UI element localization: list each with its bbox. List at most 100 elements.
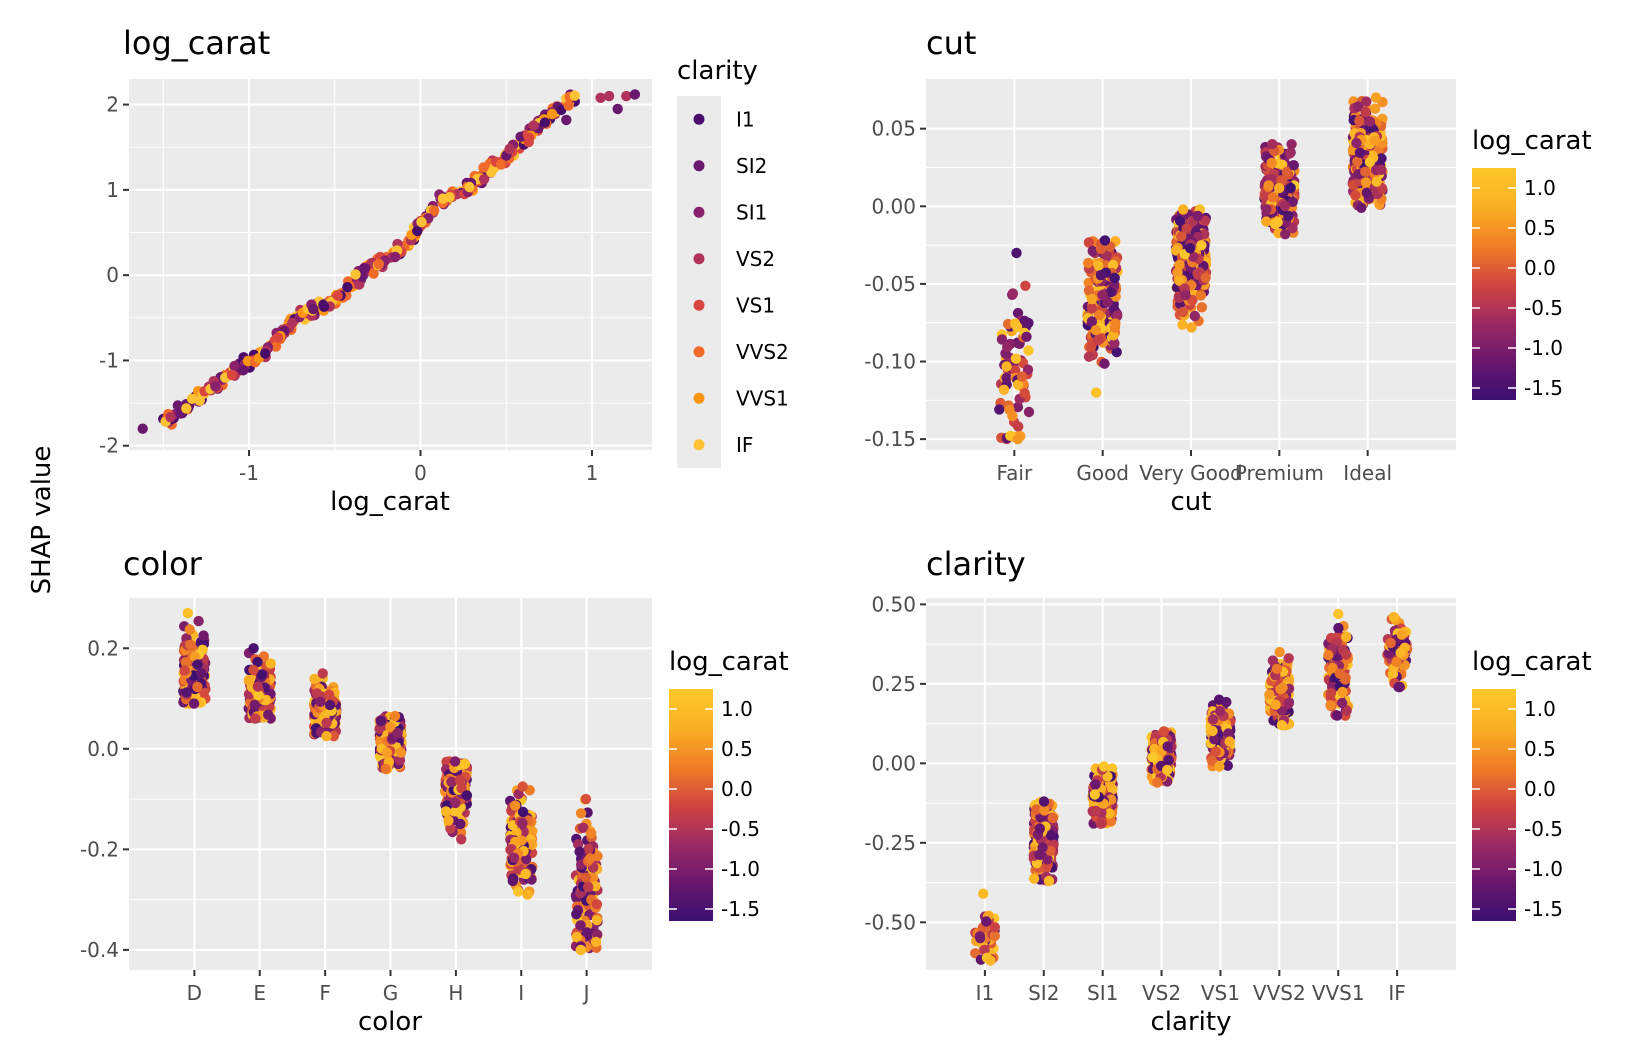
data-point <box>1023 345 1034 356</box>
data-point <box>1010 365 1021 376</box>
data-point <box>517 781 528 792</box>
data-point <box>1021 331 1032 342</box>
data-point <box>359 263 371 274</box>
data-point <box>184 624 195 635</box>
legend-label: IF <box>736 433 753 457</box>
legend-key-dot <box>693 206 705 218</box>
data-point <box>1098 761 1110 772</box>
data-point <box>1223 728 1234 739</box>
data-point <box>185 639 196 650</box>
data-point <box>315 696 326 707</box>
colorbar-title: log_carat <box>1472 126 1592 156</box>
data-point <box>189 651 200 662</box>
x-tick-label: 1 <box>586 461 599 485</box>
data-point <box>395 747 407 758</box>
data-point <box>252 681 264 692</box>
data-point <box>591 899 603 910</box>
data-point <box>1174 215 1186 226</box>
data-point <box>226 369 238 381</box>
data-point <box>440 806 452 817</box>
colorbar-tick-label: 1.0 <box>721 697 753 721</box>
data-point <box>272 332 284 343</box>
data-point <box>1176 231 1187 242</box>
data-point <box>1001 372 1012 384</box>
data-point <box>994 404 1005 415</box>
data-point <box>1285 182 1296 194</box>
data-point <box>1395 647 1406 658</box>
data-point <box>1095 818 1107 829</box>
legend-key-dot <box>693 346 705 358</box>
data-point <box>1333 608 1344 620</box>
data-point <box>575 944 586 956</box>
data-point <box>1222 760 1234 771</box>
data-point <box>580 793 592 805</box>
colorbar-cut: log_carat 1.00.50.0-0.5-1.0-1.5 <box>1472 126 1592 400</box>
data-point <box>308 303 319 315</box>
x-tick-label: Good <box>1076 461 1129 485</box>
x-tick-label: Very Good <box>1139 461 1243 485</box>
data-point <box>1083 285 1095 296</box>
data-point <box>508 852 520 863</box>
points-clarity <box>970 608 1413 966</box>
data-point <box>1028 873 1040 884</box>
data-point <box>574 846 585 857</box>
data-point <box>1323 649 1334 661</box>
colorbar-tick-label: -1.5 <box>721 897 760 921</box>
data-point <box>1210 746 1221 757</box>
data-point <box>1369 103 1381 114</box>
panel-title-color: color <box>123 545 203 583</box>
data-point <box>1016 371 1028 382</box>
data-point <box>1152 777 1163 788</box>
data-point <box>1093 334 1104 346</box>
data-point <box>368 268 379 279</box>
points-cut <box>994 92 1388 445</box>
data-point <box>989 922 1000 933</box>
data-point <box>1261 216 1272 227</box>
data-point <box>1209 734 1220 745</box>
data-point <box>486 167 497 178</box>
data-point <box>179 665 190 676</box>
data-point <box>1261 204 1272 215</box>
data-point <box>1274 646 1285 658</box>
data-point <box>1351 137 1362 149</box>
data-point <box>1327 662 1338 674</box>
data-point <box>1187 251 1199 262</box>
data-point <box>578 822 589 833</box>
data-point <box>1111 346 1122 358</box>
data-point <box>621 90 632 102</box>
y-ticks-color: -0.4-0.20.00.2 <box>80 636 129 962</box>
data-point <box>445 823 456 834</box>
colorbar-color: log_carat 1.00.50.0-0.5-1.0-1.5 <box>669 647 789 921</box>
data-point <box>1185 243 1196 254</box>
legend-label: VVS1 <box>736 386 789 410</box>
data-point <box>1109 272 1120 284</box>
data-point <box>1181 223 1192 234</box>
data-point <box>1158 726 1170 737</box>
colorbar-tick-label: 0.5 <box>1524 737 1556 761</box>
data-point <box>412 225 423 237</box>
data-point <box>996 334 1008 345</box>
data-point <box>1012 401 1024 413</box>
data-point <box>1264 689 1275 700</box>
colorbar-title: log_carat <box>1472 647 1592 677</box>
data-point <box>1353 101 1364 112</box>
data-point <box>1370 92 1382 103</box>
x-tick-label: VVS1 <box>1312 981 1365 1005</box>
x-tick-label: Premium <box>1235 461 1324 485</box>
data-point <box>1350 190 1361 201</box>
panel-cut: cut -0.15-0.10-0.050.000.05 Fair Good Very… <box>864 24 1456 517</box>
data-point <box>1214 761 1225 772</box>
data-point <box>1287 223 1298 234</box>
x-axis-title-clarity: clarity <box>1151 1007 1232 1037</box>
legend-label: VS1 <box>736 293 775 317</box>
legend-key-dot <box>693 299 705 311</box>
data-point <box>461 790 473 801</box>
colorbar-tick-label: -1.0 <box>1524 857 1563 881</box>
data-point <box>1200 272 1211 283</box>
data-point <box>1277 682 1288 693</box>
data-point <box>1369 135 1381 146</box>
data-point <box>1011 247 1022 259</box>
data-point <box>1001 361 1012 372</box>
data-point <box>454 774 466 786</box>
